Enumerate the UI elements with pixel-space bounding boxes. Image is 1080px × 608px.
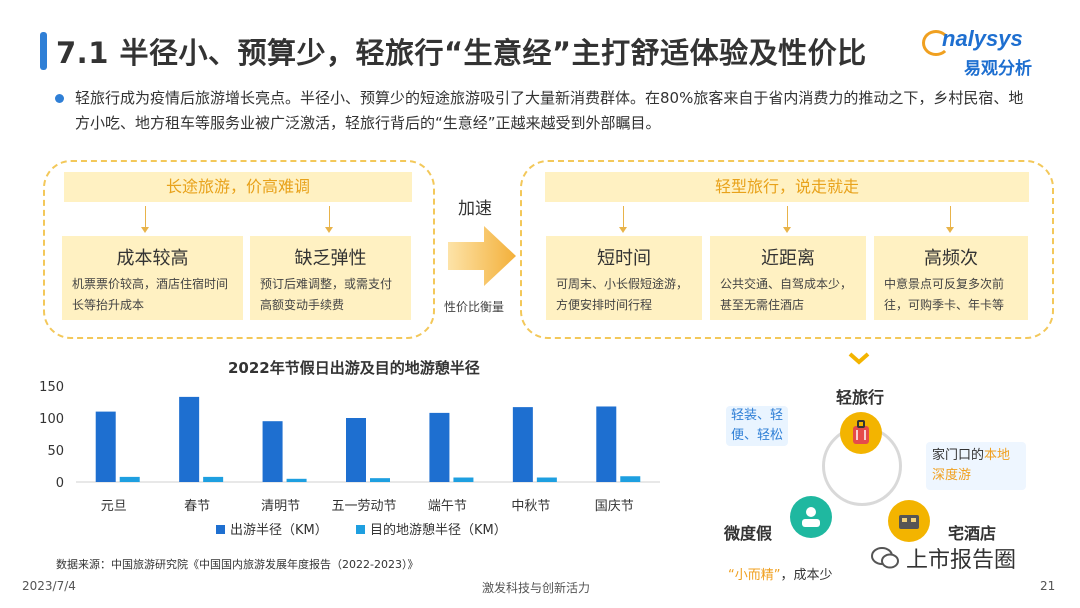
tag-local-hl: 本地深度游 <box>932 448 1011 483</box>
luggage-icon <box>840 412 882 454</box>
right-panel <box>520 160 1054 339</box>
left-card-flex: 缺乏弹性 预订后难调整，或需支付高额变动手续费 <box>250 236 411 320</box>
bar-destination-radius <box>620 476 641 482</box>
left-card-cost: 成本较高 机票票价较高，酒店住宿时间长等抬升成本 <box>62 236 243 320</box>
card-title: 成本较高 <box>116 248 189 269</box>
y-tick-label: 150 <box>39 380 64 395</box>
right-banner: 轻型旅行，说走就走 <box>545 172 1029 202</box>
card-title: 高频次 <box>924 248 978 269</box>
right-arrow-icon <box>448 226 516 286</box>
card-desc: 公共交通、自驾成本少，甚至无需住酒店 <box>720 277 853 312</box>
tag-local-deep-travel: 家门口的本地深度游 <box>926 442 1026 490</box>
chart-title: 2022年节假日出游及目的地游憩半径 <box>228 359 480 377</box>
left-banner: 长途旅游，价高难调 <box>64 172 412 202</box>
bar-travel-radius <box>95 411 116 482</box>
tag-light-travel: 轻装、轻便、轻松 <box>726 406 788 446</box>
x-tick-label: 五一劳动节 <box>331 498 396 514</box>
watermark-text: 上市报告圈 <box>906 548 1017 573</box>
bar-travel-radius <box>429 412 450 482</box>
logo-cn: 易观分析 <box>964 59 1032 79</box>
x-tick-label: 国庆节 <box>595 499 634 514</box>
card-title: 近距离 <box>761 248 815 269</box>
page-number: 21 <box>1040 579 1056 593</box>
cost-performance-label: 性价比衡量 <box>444 300 505 314</box>
legend-swatch <box>216 525 225 534</box>
bar-destination-radius <box>203 476 224 482</box>
small-refined-rest: ，成本少 <box>780 568 833 583</box>
bar-travel-radius <box>512 407 533 482</box>
card-title: 短时间 <box>597 248 651 269</box>
bar-destination-radius <box>370 478 390 482</box>
logo-swoosh-icon <box>922 30 950 56</box>
bullet-dot-icon <box>55 94 64 103</box>
analysys-logo: nalysys 易观分析 <box>922 24 1062 80</box>
card-desc: 机票票价较高，酒店住宿时间长等抬升成本 <box>72 277 229 312</box>
footer-slogan: 激发科技与创新活力 <box>482 581 591 595</box>
card-desc: 可周末、小长假短途游，方便安排时间行程 <box>556 277 689 312</box>
down-arrow-icon <box>619 206 627 233</box>
right-card-near: 近距离 公共交通、自驾成本少，甚至无需住酒店 <box>710 236 866 320</box>
bar-destination-radius <box>119 476 140 482</box>
bar-travel-radius <box>262 421 283 482</box>
legend-swatch <box>356 525 365 534</box>
x-tick-label: 中秋节 <box>511 499 550 514</box>
x-tick-label: 元旦 <box>101 499 127 514</box>
bar-travel-radius <box>346 418 366 482</box>
card-desc: 中意景点可反复多次前往，可购季卡、年卡等 <box>884 277 1005 312</box>
right-card-frequency: 高频次 中意景点可反复多次前往，可购季卡、年卡等 <box>874 236 1028 320</box>
left-panel <box>43 160 435 339</box>
footer-date: 2023/7/4 <box>22 579 76 593</box>
x-tick-label: 端午节 <box>428 499 467 514</box>
chevron-down-icon <box>848 352 870 365</box>
bar-travel-radius <box>596 406 617 482</box>
down-arrow-icon <box>141 206 149 233</box>
down-arrow-icon <box>946 206 954 233</box>
bar-destination-radius <box>453 477 474 482</box>
center-label: 轻旅行 <box>836 388 885 407</box>
bar-travel-radius <box>179 396 200 482</box>
card-desc: 预订后难调整，或需支付高额变动手续费 <box>260 277 393 312</box>
data-source: 数据来源：中国旅游研究院《中国国内旅游发展年度报告（2022-2023）》 <box>56 558 419 571</box>
x-tick-label: 春节 <box>184 499 210 514</box>
small-refined-hl: “小而精” <box>728 568 781 583</box>
micro-vacation-label: 微度假 <box>724 524 773 543</box>
title-accent-bar <box>40 32 47 70</box>
logo-word: nalysys <box>942 26 1023 51</box>
down-arrow-icon <box>325 206 333 233</box>
y-tick-label: 100 <box>39 412 64 427</box>
wechat-icon <box>871 547 899 569</box>
hotel-icon <box>888 500 930 542</box>
page-title: 7.1 半径小、预算少，轻旅行“生意经”主打舒适体验及性价比 <box>56 36 867 70</box>
right-card-short-time: 短时间 可周末、小长假短途游，方便安排时间行程 <box>546 236 702 320</box>
x-tick-label: 清明节 <box>261 499 300 514</box>
small-refined-tag: “小而精”，成本少 <box>728 564 833 583</box>
bar-destination-radius <box>536 477 557 482</box>
card-title: 缺乏弹性 <box>294 248 367 269</box>
y-tick-label: 50 <box>47 444 64 459</box>
down-arrow-icon <box>783 206 791 233</box>
accelerate-label: 加速 <box>458 199 492 219</box>
legend-label: 出游半径（KM） <box>230 523 328 538</box>
legend-label: 目的地游憩半径（KM） <box>370 522 507 538</box>
relax-icon <box>790 496 832 538</box>
y-tick-label: 0 <box>56 476 64 491</box>
stay-hotel-label: 宅酒店 <box>948 524 997 543</box>
bar-destination-radius <box>286 478 307 482</box>
intro-paragraph: 轻旅行成为疫情后旅游增长亮点。半径小、预算少的短途旅游吸引了大量新消费群体。在8… <box>75 89 1024 132</box>
tag-local-pre: 家门口的 <box>932 448 985 463</box>
